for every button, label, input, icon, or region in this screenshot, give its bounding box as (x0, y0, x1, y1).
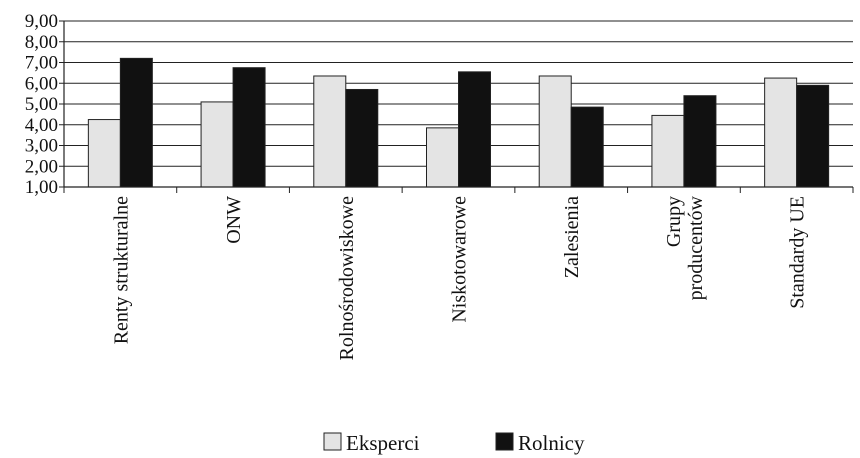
category-label: Renty strukturalne (110, 196, 132, 344)
y-tick-labels: 1,002,003,004,005,006,007,008,009,00 (25, 11, 58, 198)
y-tick-label: 1,00 (25, 177, 58, 198)
category-label: Niskotowarowe (449, 196, 471, 323)
y-tick-label: 7,00 (25, 53, 58, 74)
axes (59, 20, 854, 193)
bar-eksperci (87, 119, 121, 188)
legend-swatch-eksperci (323, 432, 342, 451)
y-tick-label: 9,00 (25, 11, 58, 32)
bar-rolnicy (796, 84, 830, 188)
y-tick-label: 3,00 (25, 136, 58, 157)
bars (87, 57, 830, 188)
y-tick-label: 6,00 (25, 73, 58, 94)
bar-rolnicy (345, 88, 379, 188)
y-tick-label: 4,00 (25, 115, 58, 136)
bar-eksperci (538, 75, 572, 188)
bar-rolnicy (458, 71, 491, 188)
category-label: ONW (223, 196, 245, 244)
bar-eksperci (313, 75, 347, 188)
bar-eksperci (651, 114, 685, 188)
legend-swatch-rolnicy (495, 432, 514, 451)
y-tick-label: 8,00 (25, 32, 58, 53)
bar-rolnicy (570, 106, 604, 188)
legend-label-rolnicy: Rolnicy (518, 431, 585, 455)
legend: Eksperci Rolnicy (323, 431, 585, 455)
category-label: Rolnośrodowiskowe (336, 196, 358, 361)
category-label: Grupy (663, 196, 685, 247)
bar-rolnicy (119, 57, 153, 188)
category-label: Zalesienia (561, 196, 583, 278)
bar-rolnicy (232, 67, 266, 188)
bar-eksperci (764, 77, 798, 188)
legend-label-eksperci: Eksperci (346, 431, 420, 455)
category-labels: Renty strukturalne ONW Rolnośrodowiskowe Ni… (110, 195, 808, 360)
category-label: producentów (685, 195, 707, 300)
bar-eksperci (426, 127, 459, 188)
bar-rolnicy (683, 95, 717, 188)
bar-eksperci (200, 101, 234, 188)
category-label: Standardy UE (787, 196, 809, 309)
y-tick-label: 2,00 (25, 156, 58, 177)
y-tick-label: 5,00 (25, 94, 58, 115)
